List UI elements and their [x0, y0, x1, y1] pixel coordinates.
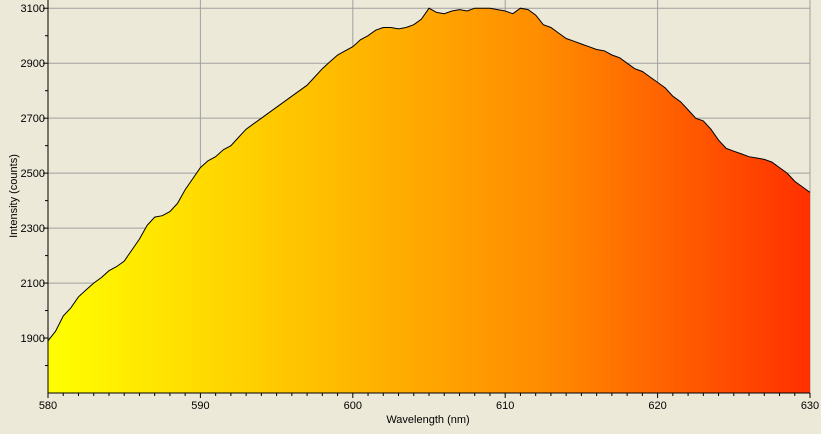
- x-tick-label: 590: [191, 400, 209, 412]
- y-tick-label: 2500: [21, 168, 45, 180]
- x-axis-label: Wavelength (nm): [386, 414, 469, 426]
- y-tick-label: 2100: [21, 278, 45, 290]
- x-tick-label: 580: [39, 400, 57, 412]
- x-tick-label: 620: [648, 400, 666, 412]
- spectrum-fill: [48, 8, 810, 393]
- y-tick-label: 2700: [21, 113, 45, 125]
- y-axis-label: Intensity (counts): [8, 154, 20, 238]
- spectrum-line: [47, 7, 811, 342]
- ticks: 580 590 600 610 620 630 1900 2100 2300 2500 2700 29…: [21, 3, 820, 412]
- x-tick-label: 630: [801, 400, 819, 412]
- y-tick-label: 2300: [21, 223, 45, 235]
- spectrum-area: [47, 7, 811, 393]
- y-tick-label: 3100: [21, 3, 45, 15]
- x-tick-label: 610: [496, 400, 514, 412]
- y-tick-label: 2900: [21, 58, 45, 70]
- x-tick-label: 600: [344, 400, 362, 412]
- y-tick-label: 1900: [21, 333, 45, 345]
